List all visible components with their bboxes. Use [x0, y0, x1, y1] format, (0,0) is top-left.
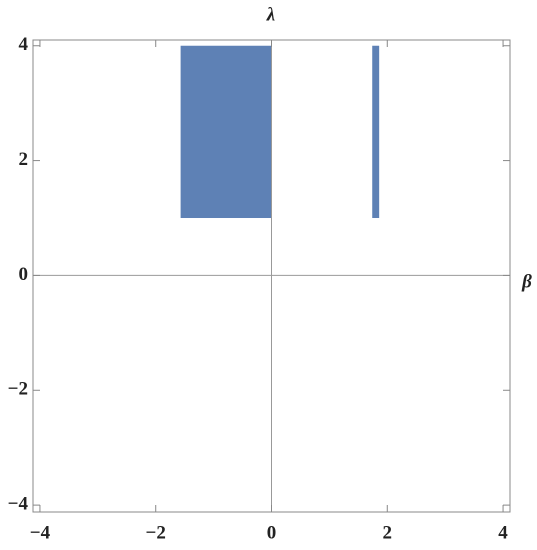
x-tick-label: 2: [383, 522, 393, 543]
region: [180, 45, 272, 219]
y-tick-label: 2: [19, 149, 29, 170]
x-axis-label: β: [521, 271, 532, 292]
y-tick-label: −4: [8, 493, 29, 514]
y-axis-label: λ: [266, 4, 275, 25]
region: [372, 45, 380, 219]
x-tick-label: −2: [146, 522, 166, 543]
x-tick-label: 4: [498, 522, 508, 543]
y-tick-label: 0: [19, 264, 29, 285]
y-tick-label: 4: [19, 34, 29, 55]
y-tick-label: −2: [8, 379, 28, 400]
x-tick-label: −4: [30, 522, 51, 543]
x-tick-label: 0: [267, 522, 277, 543]
